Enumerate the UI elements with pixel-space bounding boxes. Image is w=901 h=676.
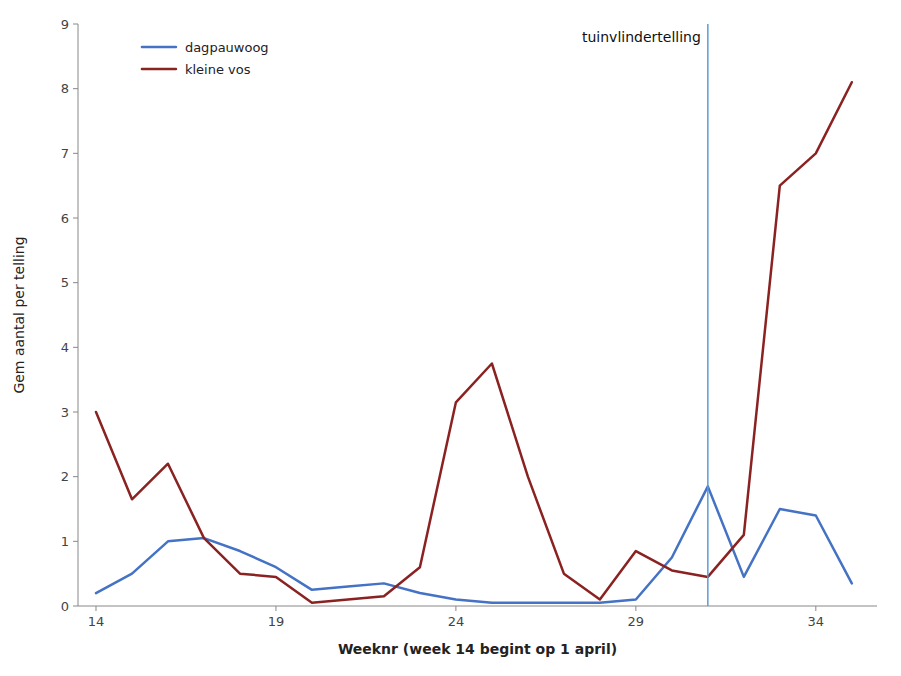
x-tick bbox=[275, 606, 276, 611]
x-tick-label: 19 bbox=[268, 614, 285, 629]
x-tick bbox=[455, 606, 456, 611]
x-axis-line bbox=[78, 606, 877, 607]
y-tick-label: 0 bbox=[61, 599, 69, 614]
annotation-label: tuinvlindertelling bbox=[582, 29, 701, 45]
x-tick-label: 14 bbox=[88, 614, 105, 629]
legend-label: dagpauwoog bbox=[185, 40, 269, 55]
y-tick bbox=[73, 24, 78, 25]
y-tick bbox=[73, 476, 78, 477]
y-tick bbox=[73, 606, 78, 607]
y-tick bbox=[73, 347, 78, 348]
y-tick bbox=[73, 218, 78, 219]
y-tick-label: 5 bbox=[61, 275, 69, 290]
y-tick-label: 9 bbox=[61, 17, 69, 32]
y-tick bbox=[73, 412, 78, 413]
y-tick-label: 2 bbox=[61, 469, 69, 484]
chart: 14192429340123456789Weeknr (week 14 begi… bbox=[0, 0, 901, 676]
x-axis-label: Weeknr (week 14 begint op 1 april) bbox=[338, 641, 617, 657]
legend-label: kleine vos bbox=[185, 62, 251, 77]
x-tick bbox=[635, 606, 636, 611]
y-tick-label: 3 bbox=[61, 405, 69, 420]
legend-swatch bbox=[142, 46, 176, 49]
y-tick-label: 8 bbox=[61, 81, 69, 96]
series-line bbox=[96, 82, 852, 603]
y-tick bbox=[73, 88, 78, 89]
y-tick-label: 6 bbox=[61, 211, 69, 226]
y-tick bbox=[73, 153, 78, 154]
y-tick bbox=[73, 282, 78, 283]
plot-area bbox=[96, 24, 852, 606]
x-tick bbox=[815, 606, 816, 611]
y-tick-label: 1 bbox=[61, 534, 69, 549]
legend: dagpauwoog kleine vos bbox=[142, 40, 269, 77]
x-tick-label: 34 bbox=[808, 614, 825, 629]
x-tick-label: 29 bbox=[628, 614, 645, 629]
annotation-line bbox=[707, 24, 709, 606]
y-axis-label: Gem aantal per telling bbox=[11, 236, 27, 393]
y-axis-line bbox=[78, 24, 79, 606]
legend-swatch bbox=[142, 68, 176, 71]
y-tick-label: 7 bbox=[61, 146, 69, 161]
y-tick-label: 4 bbox=[61, 340, 69, 355]
x-tick bbox=[95, 606, 96, 611]
x-tick-label: 24 bbox=[448, 614, 465, 629]
y-tick bbox=[73, 541, 78, 542]
